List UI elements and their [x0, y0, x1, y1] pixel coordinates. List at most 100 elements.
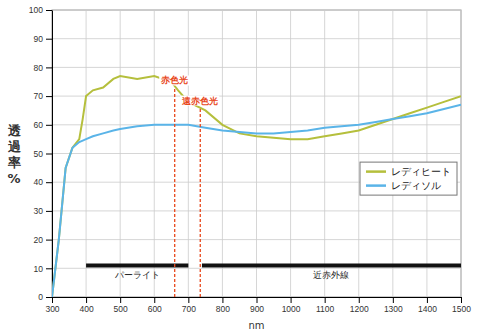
y-tick: 0 [38, 292, 52, 302]
grid-line [52, 10, 461, 11]
tick-label: 1000 [282, 304, 301, 314]
tick-mark [46, 39, 52, 40]
annotation-line [174, 87, 175, 297]
tick-label: 80 [34, 63, 44, 73]
y-axis: 0 10 20 30 40 50 60 70 80 90 100 [29, 5, 53, 302]
x-axis: 300 400 500 600 700 800 900 1000 1100 1200 1300 140… [45, 297, 471, 314]
legend-swatch [366, 184, 386, 187]
tick-mark [46, 96, 52, 97]
tick-label: 60 [34, 120, 44, 130]
y-tick: 90 [34, 34, 52, 44]
grid-line [52, 239, 461, 240]
tick-label: 1100 [316, 304, 335, 314]
legend-box [360, 162, 457, 195]
tick-mark [46, 211, 52, 212]
x-tick: 800 [216, 297, 230, 314]
y-tick: 10 [34, 264, 52, 274]
tick-mark [325, 297, 326, 303]
series-line [52, 105, 461, 297]
annotation-label: 遠赤色光 [181, 96, 218, 106]
plot-frame [52, 10, 461, 297]
label-patch [180, 96, 219, 106]
x-tick: 700 [182, 297, 196, 314]
grid-line [52, 124, 461, 125]
grid-line [52, 38, 461, 39]
y-tick: 70 [34, 91, 52, 101]
x-tick: 400 [79, 297, 93, 314]
tick-label: 0 [38, 292, 43, 302]
tick-label: 600 [148, 304, 162, 314]
band-bar [202, 263, 461, 267]
bands: パーライト近赤外線 [86, 265, 461, 280]
grid-line [52, 153, 461, 154]
annotations: 赤色光遠赤色光 [159, 75, 219, 297]
lines [52, 76, 461, 297]
band-label: パーライト [114, 270, 160, 280]
legend-swatch [366, 170, 386, 173]
y-tick: 60 [34, 120, 52, 130]
tick-mark [46, 182, 52, 183]
tick-mark [46, 240, 52, 241]
grid-line [52, 96, 461, 97]
x-tick: 1400 [418, 297, 437, 314]
tick-mark [359, 297, 360, 303]
tick-label: 900 [250, 304, 264, 314]
grid-line [52, 210, 461, 211]
tick-mark [46, 268, 52, 269]
tick-mark [427, 297, 428, 303]
tick-label: 1400 [418, 304, 437, 314]
y-tick: 40 [34, 177, 52, 187]
tick-label: 40 [34, 177, 44, 187]
tick-mark [154, 297, 155, 303]
tick-mark [46, 10, 52, 11]
tick-label: 1500 [452, 304, 471, 314]
tick-mark [257, 297, 258, 303]
tick-label: 30 [34, 206, 44, 216]
x-axis-title: nm [248, 320, 264, 331]
tick-mark [188, 297, 189, 303]
y-tick: 30 [34, 206, 52, 216]
axis-line [52, 11, 53, 298]
band-bar [86, 263, 188, 267]
tick-mark [86, 297, 87, 303]
y-tick: 50 [34, 149, 52, 159]
tick-mark [393, 297, 394, 303]
series-line [52, 76, 461, 297]
tick-label: 500 [114, 304, 128, 314]
annotation-label: 赤色光 [160, 75, 188, 85]
label-patch [159, 75, 189, 85]
tick-mark [46, 125, 52, 126]
x-tick: 300 [45, 297, 59, 314]
tick-label: 50 [34, 149, 44, 159]
tick-label: 20 [34, 235, 44, 245]
y-axis-title: 透過率% [7, 123, 22, 186]
tick-mark [46, 154, 52, 155]
legend: レディヒートレディソル [360, 162, 457, 195]
tick-label: 700 [182, 304, 196, 314]
grid [52, 10, 461, 297]
legend-item: レディヒート [366, 166, 451, 177]
tick-mark [46, 67, 52, 68]
chart: 3004005006007008009001000110012001300140… [0, 0, 477, 335]
tick-mark [291, 297, 292, 303]
tick-label: 1200 [350, 304, 369, 314]
x-tick: 1100 [316, 297, 335, 314]
tick-mark [222, 297, 223, 303]
tick-label: 1300 [384, 304, 403, 314]
tick-label: 400 [79, 304, 93, 314]
tick-label: 100 [29, 5, 43, 15]
tick-label: 800 [216, 304, 230, 314]
tick-label: 300 [45, 304, 59, 314]
x-tick: 500 [114, 297, 128, 314]
legend-label: レディソル [391, 180, 441, 191]
tick-mark [46, 297, 52, 298]
x-tick: 1000 [282, 297, 301, 314]
tick-mark [52, 297, 53, 303]
tick-label: 70 [34, 91, 44, 101]
legend-item: レディソル [366, 180, 441, 191]
x-tick: 1200 [350, 297, 369, 314]
y-tick: 20 [34, 235, 52, 245]
plot: 3004005006007008009001000110012001300140… [29, 5, 471, 314]
y-tick: 100 [29, 5, 52, 15]
tick-mark [120, 297, 121, 303]
